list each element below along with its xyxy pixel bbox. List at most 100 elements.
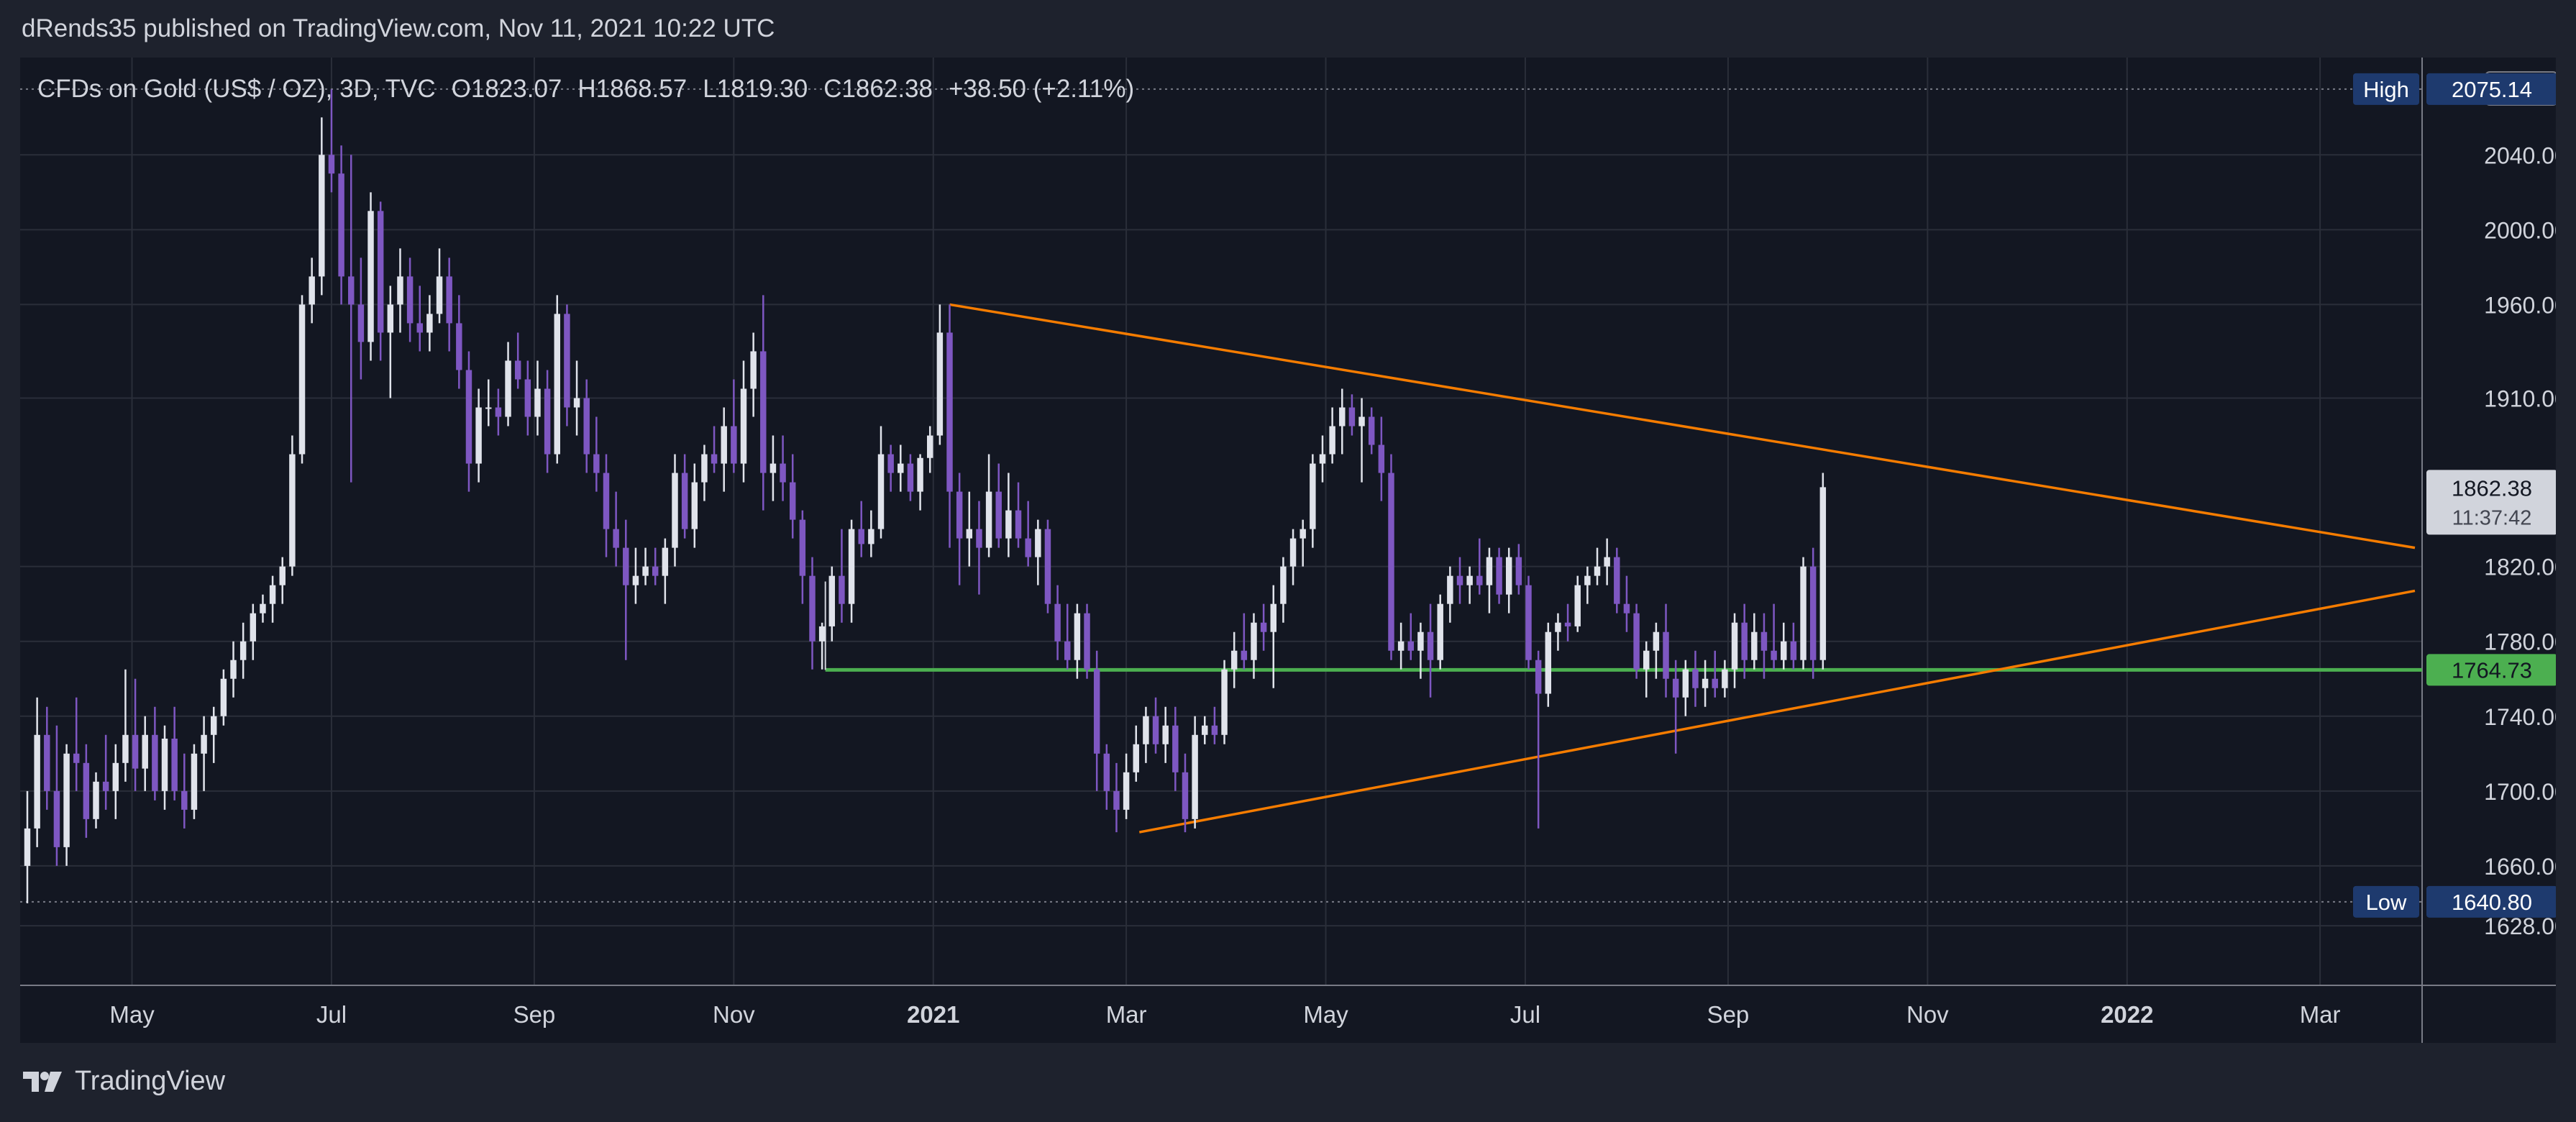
- candle-down[interactable]: [357, 257, 365, 380]
- candle-up[interactable]: [397, 248, 403, 333]
- candle-up[interactable]: [1319, 435, 1326, 483]
- candle-up[interactable]: [1289, 529, 1297, 585]
- candle-down[interactable]: [544, 370, 551, 473]
- candle-up[interactable]: [1300, 519, 1306, 567]
- candle-down[interactable]: [1348, 394, 1356, 436]
- candle-up[interactable]: [642, 547, 649, 585]
- candle-down[interactable]: [809, 557, 816, 670]
- candle-up[interactable]: [740, 360, 747, 483]
- candle-up[interactable]: [1339, 388, 1346, 455]
- candle-up[interactable]: [1397, 622, 1405, 670]
- candle-up[interactable]: [917, 454, 923, 511]
- candle-up[interactable]: [34, 697, 40, 847]
- candle-up[interactable]: [1702, 660, 1709, 707]
- candle-up[interactable]: [1643, 641, 1650, 698]
- candle-down[interactable]: [1407, 613, 1415, 660]
- candle-up[interactable]: [769, 435, 777, 501]
- candle-up[interactable]: [1574, 575, 1581, 632]
- candle-up[interactable]: [250, 603, 257, 660]
- candle-down[interactable]: [1241, 613, 1248, 670]
- candle-down[interactable]: [1692, 650, 1699, 707]
- candle-up[interactable]: [966, 491, 973, 567]
- candle-up[interactable]: [848, 519, 855, 623]
- candle-up[interactable]: [485, 379, 492, 427]
- candle-down[interactable]: [44, 706, 50, 810]
- candle-up[interactable]: [279, 557, 286, 604]
- candle-up[interactable]: [927, 426, 933, 473]
- candle-down[interactable]: [1672, 660, 1679, 754]
- candle-up[interactable]: [122, 669, 129, 782]
- candle-down[interactable]: [780, 435, 786, 501]
- candle-up[interactable]: [367, 192, 374, 361]
- candle-down[interactable]: [416, 286, 423, 352]
- candle-down[interactable]: [1623, 575, 1630, 632]
- candle-down[interactable]: [976, 501, 982, 595]
- candle-down[interactable]: [514, 332, 521, 389]
- candle-up[interactable]: [750, 332, 757, 417]
- candle-down[interactable]: [1064, 603, 1071, 670]
- candle-down[interactable]: [1015, 482, 1022, 548]
- candle-down[interactable]: [1476, 538, 1483, 595]
- candle-up[interactable]: [298, 295, 306, 464]
- candle-down[interactable]: [495, 388, 502, 436]
- candle-down[interactable]: [1614, 547, 1620, 614]
- candle-down[interactable]: [1525, 575, 1532, 670]
- candle-up[interactable]: [319, 117, 325, 296]
- candle-down[interactable]: [603, 454, 610, 557]
- candle-down[interactable]: [1760, 613, 1768, 679]
- candle-up[interactable]: [1143, 706, 1149, 763]
- candlestick-chart[interactable]: 1628.00 1660.00 1700.00 1740.00 1780.00 1820.…: [20, 58, 2556, 1043]
- candle-up[interactable]: [1251, 613, 1257, 679]
- candle-down[interactable]: [593, 416, 600, 492]
- candle-up[interactable]: [1555, 613, 1561, 651]
- candle-up[interactable]: [1682, 660, 1689, 716]
- candle-up[interactable]: [1584, 566, 1591, 604]
- candle-up[interactable]: [1604, 538, 1610, 585]
- candle-down[interactable]: [799, 510, 806, 604]
- candle-down[interactable]: [652, 547, 659, 585]
- candle-up[interactable]: [1466, 566, 1473, 604]
- candle-up[interactable]: [289, 435, 296, 576]
- candle-up[interactable]: [201, 716, 207, 791]
- candle-down[interactable]: [465, 351, 472, 492]
- candle-down[interactable]: [1378, 416, 1385, 501]
- candle-down[interactable]: [1054, 585, 1061, 660]
- candle-up[interactable]: [1133, 725, 1139, 782]
- candle-up[interactable]: [1819, 473, 1827, 670]
- candle-up[interactable]: [701, 444, 708, 501]
- candle-up[interactable]: [1221, 660, 1228, 744]
- candle-up[interactable]: [142, 716, 148, 791]
- candle-up[interactable]: [554, 295, 560, 464]
- candle-up[interactable]: [1751, 613, 1758, 670]
- candle-up[interactable]: [161, 725, 168, 810]
- candle-up[interactable]: [387, 286, 394, 398]
- candle-up[interactable]: [534, 360, 541, 436]
- candle-down[interactable]: [132, 678, 139, 791]
- candle-down[interactable]: [181, 753, 188, 829]
- candle-down[interactable]: [711, 426, 718, 473]
- candle-up[interactable]: [426, 295, 433, 352]
- candle-up[interactable]: [1035, 519, 1041, 585]
- candle-up[interactable]: [269, 575, 276, 623]
- candle-down[interactable]: [907, 454, 914, 501]
- candle-up[interactable]: [436, 248, 443, 324]
- candle-up[interactable]: [877, 426, 885, 539]
- candle-down[interactable]: [152, 706, 158, 801]
- candle-down[interactable]: [731, 379, 737, 473]
- candle-down[interactable]: [456, 295, 462, 389]
- candle-up[interactable]: [1280, 557, 1287, 623]
- candle-up[interactable]: [230, 641, 237, 698]
- candle-down[interactable]: [406, 257, 414, 342]
- candle-down[interactable]: [583, 379, 590, 473]
- candle-up[interactable]: [1437, 594, 1443, 670]
- candle-up[interactable]: [260, 594, 266, 623]
- candle-up[interactable]: [93, 772, 99, 829]
- candle-down[interactable]: [946, 304, 953, 548]
- candle-down[interactable]: [1564, 603, 1571, 642]
- candle-up[interactable]: [1358, 398, 1365, 483]
- candle-down[interactable]: [1633, 603, 1640, 679]
- candle-up[interactable]: [1731, 613, 1738, 688]
- candle-up[interactable]: [1447, 566, 1453, 623]
- candle-down[interactable]: [328, 89, 335, 193]
- candle-up[interactable]: [1486, 547, 1493, 614]
